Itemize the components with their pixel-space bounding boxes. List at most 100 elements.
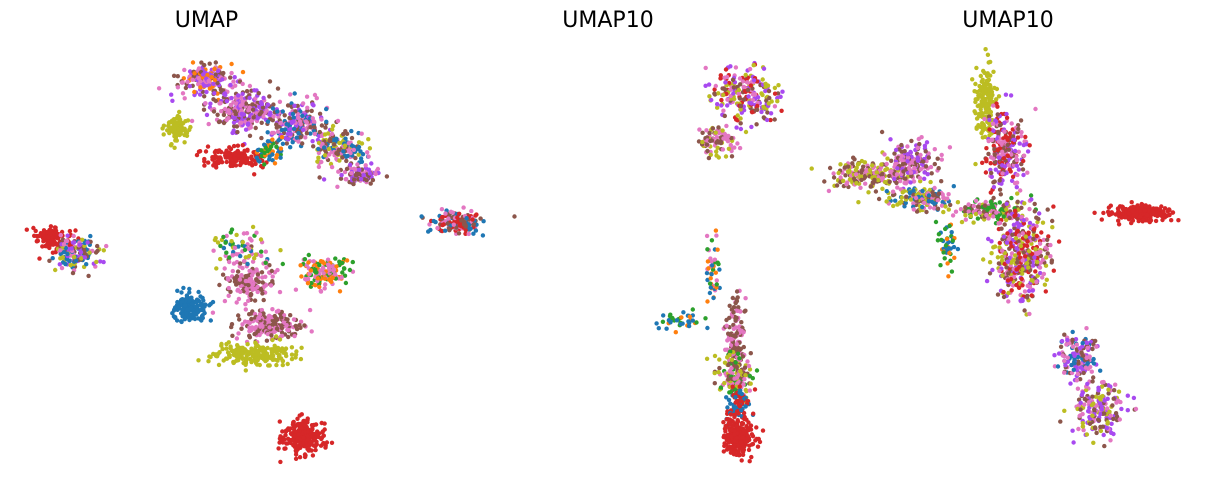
- scatter-point: [248, 125, 253, 130]
- scatter-point: [302, 454, 308, 460]
- scatter-point: [705, 247, 710, 252]
- scatter-point: [312, 131, 318, 137]
- scatter-point: [330, 275, 335, 281]
- scatter-point: [253, 161, 258, 167]
- scatter-point: [197, 149, 203, 154]
- scatter-point: [326, 146, 332, 152]
- scatter-point: [198, 85, 203, 90]
- scatter-point: [888, 137, 893, 142]
- scatter-point: [1002, 129, 1007, 134]
- scatter-point: [941, 250, 946, 255]
- scatter-point: [57, 248, 63, 253]
- scatter-series-1: [419, 60, 785, 464]
- scatter-point: [946, 207, 951, 212]
- scatter-point: [234, 232, 239, 238]
- scatter-point: [342, 266, 347, 271]
- scatter-point: [52, 225, 58, 230]
- scatter-point: [461, 222, 467, 227]
- scatter-point: [228, 75, 233, 80]
- scatter-point: [332, 142, 337, 147]
- scatter-point: [884, 189, 889, 194]
- scatter-point: [182, 302, 188, 308]
- scatter-point: [974, 116, 980, 121]
- scatter-point: [72, 254, 77, 260]
- scatter-point: [288, 313, 293, 318]
- scatter-point: [41, 228, 47, 233]
- scatter-point: [231, 143, 237, 149]
- scatter-point: [295, 416, 300, 421]
- scatter-point: [995, 147, 1000, 153]
- scatter-point: [276, 446, 281, 451]
- scatter-point: [194, 300, 199, 305]
- scatter-point: [322, 153, 328, 158]
- scatter-point: [988, 161, 993, 166]
- scatter-point: [221, 70, 226, 76]
- scatter-point: [342, 169, 348, 175]
- scatter-point: [201, 298, 206, 303]
- scatter-point: [301, 435, 306, 440]
- scatter-point: [351, 147, 357, 153]
- scatter-point: [283, 432, 288, 438]
- scatter-point: [904, 194, 909, 199]
- scatter-point: [939, 152, 944, 158]
- scatter-point: [654, 321, 659, 326]
- scatter-point: [32, 233, 37, 238]
- scatter-point: [237, 277, 243, 282]
- scatter-point: [224, 233, 229, 239]
- scatter-point: [466, 231, 471, 237]
- scatter-point: [223, 151, 228, 156]
- scatter-point: [181, 285, 186, 291]
- scatter-point: [311, 119, 317, 124]
- scatter-point: [274, 122, 279, 127]
- scatter-point: [1004, 115, 1010, 121]
- scatter-point: [997, 123, 1003, 128]
- scatter-point: [289, 101, 294, 106]
- scatter-point: [912, 165, 917, 171]
- scatter-point: [750, 92, 756, 97]
- scatter-point: [733, 65, 739, 70]
- scatter-point: [309, 448, 314, 453]
- scatter-point: [168, 143, 174, 148]
- scatter-point: [370, 177, 376, 183]
- scatter-point: [232, 245, 238, 250]
- scatter-point: [231, 120, 237, 125]
- scatter-point: [265, 345, 270, 351]
- scatter-point: [735, 308, 740, 314]
- scatter-point: [1002, 222, 1007, 227]
- scatter-point: [738, 121, 743, 126]
- scatter-point: [734, 289, 740, 294]
- scatter-series-2: [809, 47, 1181, 449]
- scatter-point: [180, 307, 185, 313]
- scatter-point: [250, 224, 256, 230]
- scatter-point: [264, 338, 270, 343]
- scatter-point: [317, 284, 322, 290]
- scatter-point: [283, 127, 288, 132]
- scatter-point: [175, 288, 180, 293]
- scatter-point: [721, 136, 726, 141]
- scatter-point: [215, 112, 220, 118]
- scatter-point: [435, 225, 440, 231]
- scatter-point: [299, 345, 304, 350]
- scatter-point: [971, 220, 976, 225]
- scatter-point: [270, 118, 275, 123]
- scatter-point: [359, 159, 365, 164]
- scatter-point: [755, 444, 761, 449]
- scatter-point: [938, 263, 943, 268]
- scatter-point: [221, 245, 227, 251]
- scatter-point: [234, 300, 239, 305]
- scatter-point: [316, 155, 321, 160]
- scatter-point: [760, 77, 765, 82]
- scatter-point: [983, 170, 989, 175]
- scatter-point: [261, 95, 266, 101]
- scatter-point: [971, 203, 977, 209]
- scatter-point: [172, 145, 177, 150]
- scatter-point: [179, 80, 185, 85]
- scatter-point: [935, 206, 941, 211]
- scatter-point: [478, 216, 483, 221]
- scatter-point: [228, 157, 233, 162]
- scatter-point: [1004, 111, 1009, 117]
- scatter-point: [319, 435, 325, 440]
- scatter-point: [866, 190, 871, 195]
- scatter-point: [321, 440, 326, 446]
- scatter-point: [707, 290, 713, 296]
